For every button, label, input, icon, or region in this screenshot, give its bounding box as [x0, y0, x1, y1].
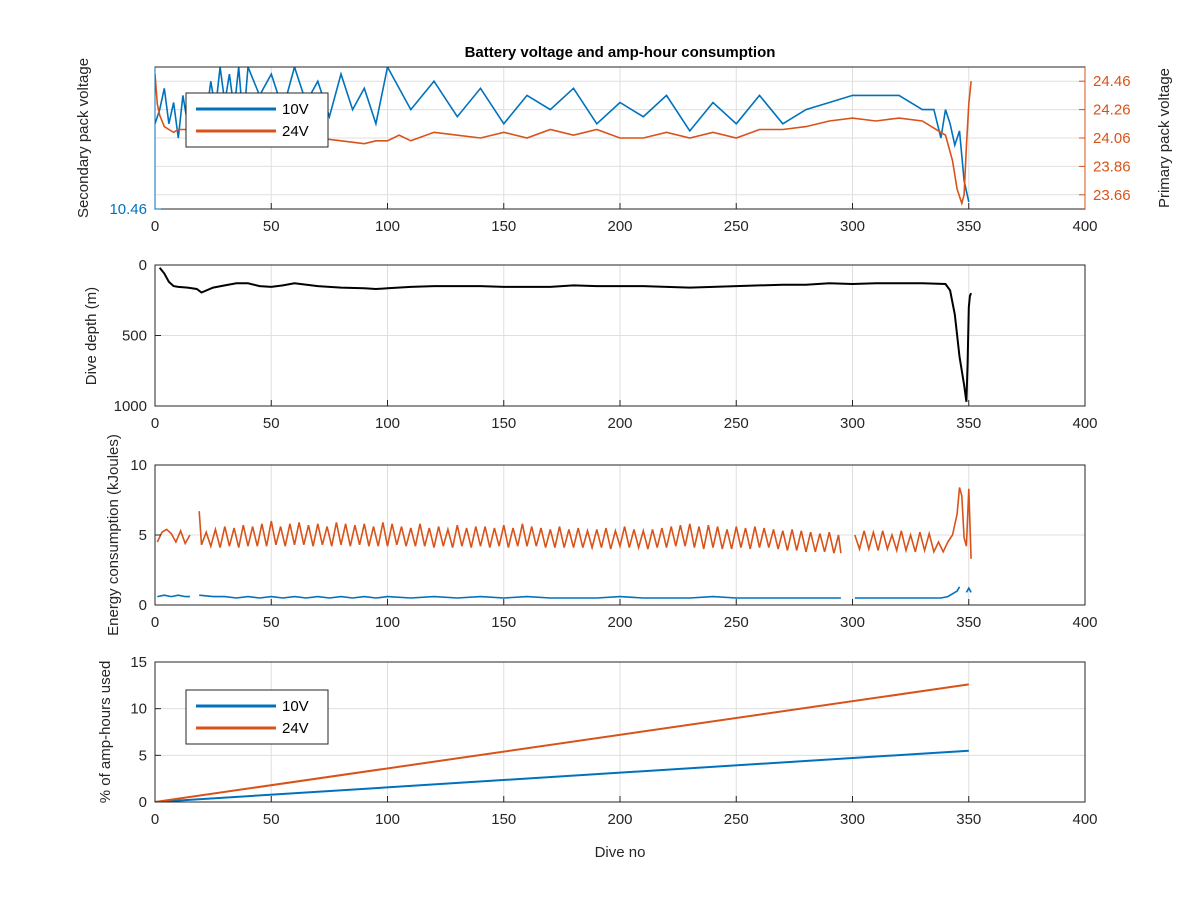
depth-ylabel: Dive depth (m) [83, 287, 100, 385]
secondary-voltage-ylabel: Secondary pack voltage [75, 58, 92, 218]
x-tick-label: 100 [375, 811, 400, 828]
chart-title: Battery voltage and amp-hour consumption [465, 44, 776, 61]
x-tick-label: 0 [151, 614, 159, 631]
x-tick-label: 250 [724, 811, 749, 828]
y-tick-label: 10 [130, 457, 147, 474]
x-tick-label: 250 [724, 218, 749, 235]
x-tick-label: 150 [491, 614, 516, 631]
x-tick-label: 150 [491, 415, 516, 432]
x-tick-label: 300 [840, 614, 865, 631]
x-tick-label: 400 [1072, 415, 1097, 432]
x-tick-label: 50 [263, 218, 280, 235]
x-tick-label: 350 [956, 218, 981, 235]
y-tick-label: 23.66 [1093, 187, 1131, 204]
x-tick-label: 200 [607, 415, 632, 432]
y-tick-label: 0 [139, 794, 147, 811]
legend-box [185, 689, 329, 745]
x-tick-label: 100 [375, 415, 400, 432]
x-tick-label: 400 [1072, 614, 1097, 631]
depth-subplot: 0 50 100 150 200 250 300 350 400 0 500 1000 Dive de… [83, 257, 1098, 432]
y-tick-label: 24.26 [1093, 102, 1131, 119]
x-tick-label: 250 [724, 614, 749, 631]
x-tick-label: 300 [840, 415, 865, 432]
x-tick-label: 350 [956, 811, 981, 828]
x-tick-label: 200 [607, 218, 632, 235]
dive-no-xlabel: Dive no [595, 844, 646, 861]
x-tick-label: 150 [491, 811, 516, 828]
y-tick-label: 10.46 [109, 201, 147, 218]
y-tick-label: 24.46 [1093, 73, 1131, 90]
y-tick-label: 23.86 [1093, 158, 1131, 175]
energy-subplot: 0 50 100 150 200 250 300 350 400 0 5 10 Energy cons… [105, 434, 1098, 636]
x-tick-label: 0 [151, 415, 159, 432]
energy-line-10v [157, 594, 190, 598]
energy-line-24v [156, 528, 191, 546]
amp-hours-line-24v [155, 683, 969, 802]
legend-entry: 10V [282, 698, 309, 715]
x-tick-label: 250 [724, 415, 749, 432]
legend-entry: 24V [282, 123, 309, 140]
x-tick-label: 300 [840, 218, 865, 235]
primary-voltage-ylabel: Primary pack voltage [1156, 68, 1173, 208]
y-tick-label: 1000 [114, 398, 147, 415]
energy-line-10v [965, 586, 972, 593]
energy-line-10v [199, 594, 841, 599]
x-tick-label: 150 [491, 218, 516, 235]
y-tick-label: 10 [130, 701, 147, 718]
x-tick-label: 100 [375, 218, 400, 235]
y-tick-label: 5 [139, 527, 147, 544]
x-tick-label: 200 [607, 614, 632, 631]
x-tick-label: 50 [263, 811, 280, 828]
x-tick-label: 50 [263, 614, 280, 631]
energy-line-24v [854, 487, 972, 559]
x-tick-label: 400 [1072, 811, 1097, 828]
x-tick-label: 200 [607, 811, 632, 828]
voltage-subplot: 0 50 100 150 200 250 300 350 400 10.46 23.66 23.86 2… [75, 44, 1173, 235]
x-tick-label: 350 [956, 614, 981, 631]
energy-line-10v [854, 586, 961, 599]
y-tick-label: 24.06 [1093, 130, 1131, 147]
legend-box [185, 92, 329, 148]
y-tick-label: 5 [139, 747, 147, 764]
legend-entry: 10V [282, 101, 309, 118]
amp-hours-line-10v [155, 749, 969, 802]
legend-entry: 24V [282, 720, 309, 737]
y-tick-label: 500 [122, 328, 147, 345]
x-tick-label: 0 [151, 811, 159, 828]
amp-hours-subplot: 0 50 100 150 200 250 300 350 400 0 5 10 15 % of amp-… [97, 654, 1098, 861]
x-tick-label: 400 [1072, 218, 1097, 235]
energy-ylabel: Energy consumption (kJoules) [105, 434, 122, 636]
x-tick-label: 300 [840, 811, 865, 828]
amp-hours-ylabel: % of amp-hours used [97, 661, 114, 804]
x-tick-label: 0 [151, 218, 159, 235]
x-tick-label: 350 [956, 415, 981, 432]
x-tick-label: 50 [263, 415, 280, 432]
y-tick-label: 0 [139, 597, 147, 614]
depth-line [158, 267, 973, 402]
x-tick-label: 100 [375, 614, 400, 631]
energy-line-24v [198, 511, 842, 554]
y-tick-label: 15 [130, 654, 147, 671]
y-tick-label: 0 [139, 257, 147, 274]
